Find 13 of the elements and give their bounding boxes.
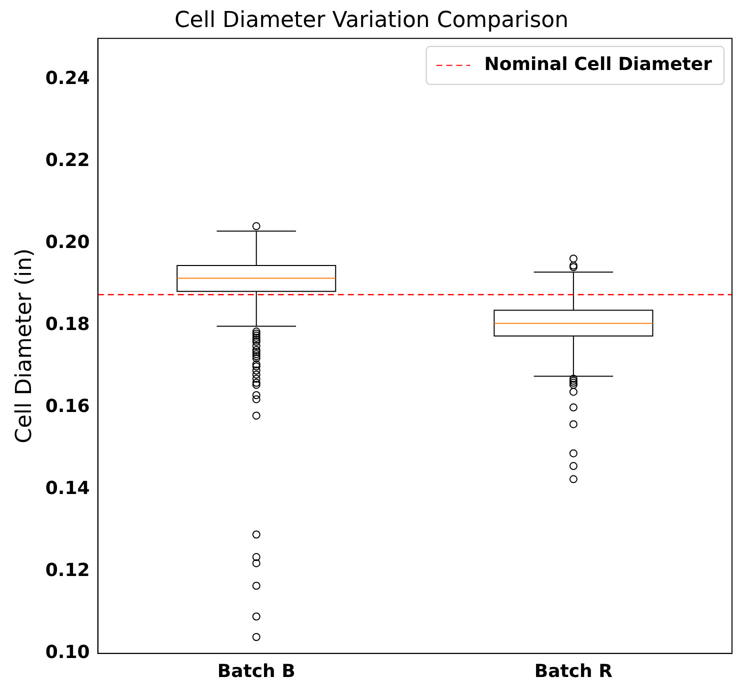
x-tick-label: Batch R <box>534 660 613 682</box>
y-axis-title: Cell Diameter (in) <box>12 248 37 444</box>
y-tick-label: 0.12 <box>45 560 90 582</box>
y-tick-label: 0.20 <box>45 232 90 254</box>
y-tick-label: 0.10 <box>45 642 90 664</box>
chart-title: Cell Diameter Variation Comparison <box>174 8 569 33</box>
y-tick-label: 0.14 <box>45 478 90 500</box>
y-tick-label: 0.24 <box>45 68 90 90</box>
legend-label: Nominal Cell Diameter <box>484 54 712 76</box>
x-tick-label: Batch B <box>217 660 296 682</box>
y-tick-label: 0.16 <box>45 396 90 418</box>
y-tick-label: 0.18 <box>45 314 90 336</box>
y-tick-label: 0.22 <box>45 150 90 172</box>
